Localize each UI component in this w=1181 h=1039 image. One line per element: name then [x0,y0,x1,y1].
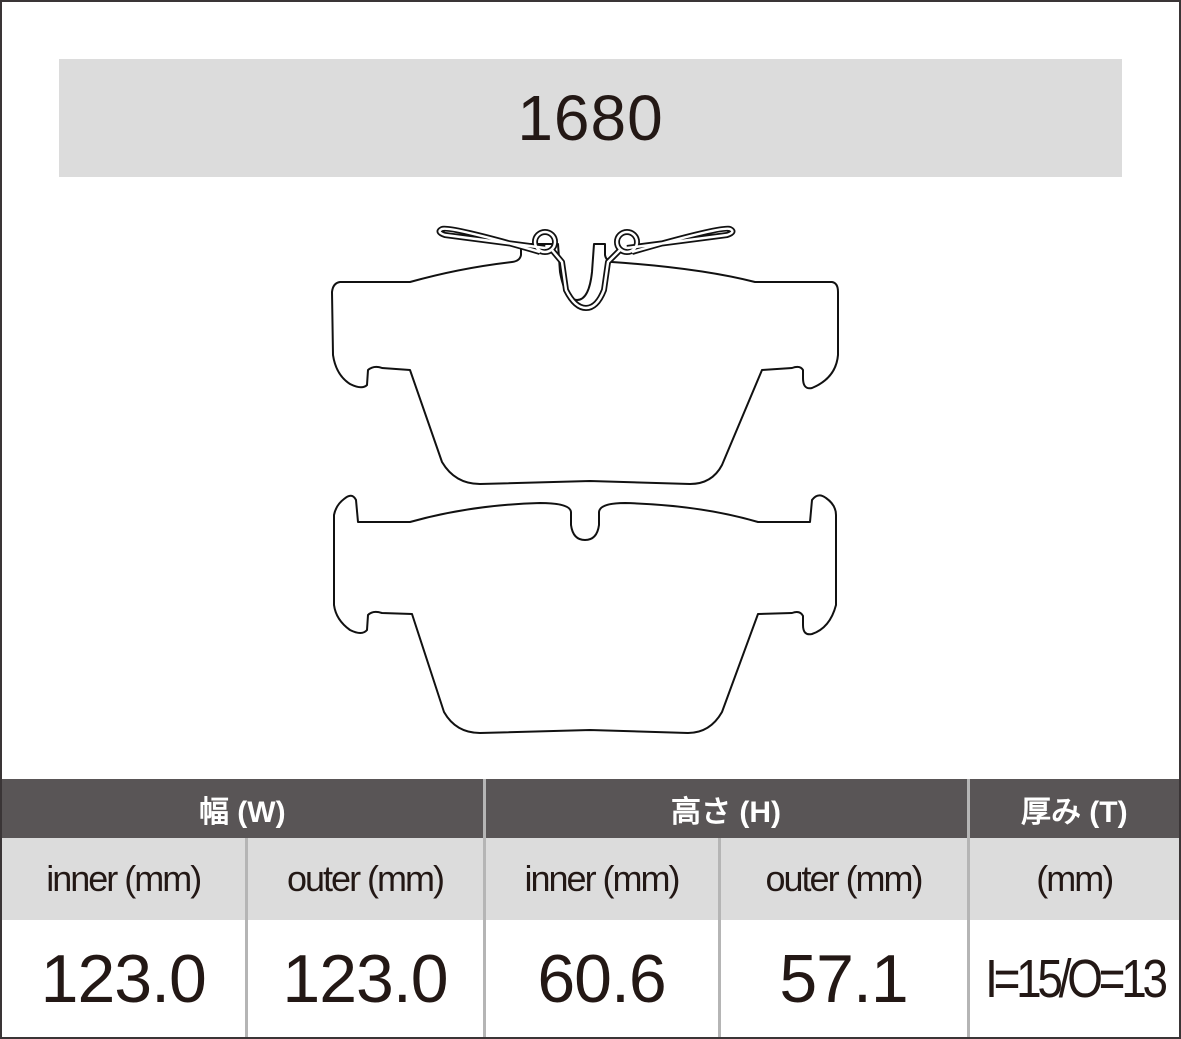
thickness-header: 厚み (T) [966,779,1180,838]
lower-pad-outline [333,494,837,734]
brake-pad-diagram [331,225,839,734]
group-header-row: 幅 (W) 高さ (H) 厚み (T) [2,779,1180,838]
subheader-height-inner: inner (mm) [482,838,720,920]
height-header: 高さ (H) [482,779,969,838]
width-header: 幅 (W) [2,779,485,838]
subheader-width-outer: outer (mm) [244,838,485,920]
value-height-outer: 57.1 [717,920,969,1037]
subheader-row: inner (mm) outer (mm) inner (mm) outer (… [2,838,1180,920]
part-number-title: 1680 [59,59,1122,177]
value-row: 123.0 123.0 60.6 57.1 I=15/O=13 [2,920,1179,1037]
value-thickness: I=15/O=13 [982,920,1168,1037]
value-width-outer: 123.0 [244,920,485,1037]
spec-table: 幅 (W) 高さ (H) 厚み (T) inner (mm) outer (mm… [2,779,1180,1037]
value-height-inner: 60.6 [482,920,720,1037]
value-width-inner: 123.0 [2,920,246,1037]
upper-pad-outline [331,243,839,485]
subheader-width-inner: inner (mm) [2,838,246,920]
subheader-thickness: (mm) [966,838,1180,920]
subheader-height-outer: outer (mm) [717,838,969,920]
